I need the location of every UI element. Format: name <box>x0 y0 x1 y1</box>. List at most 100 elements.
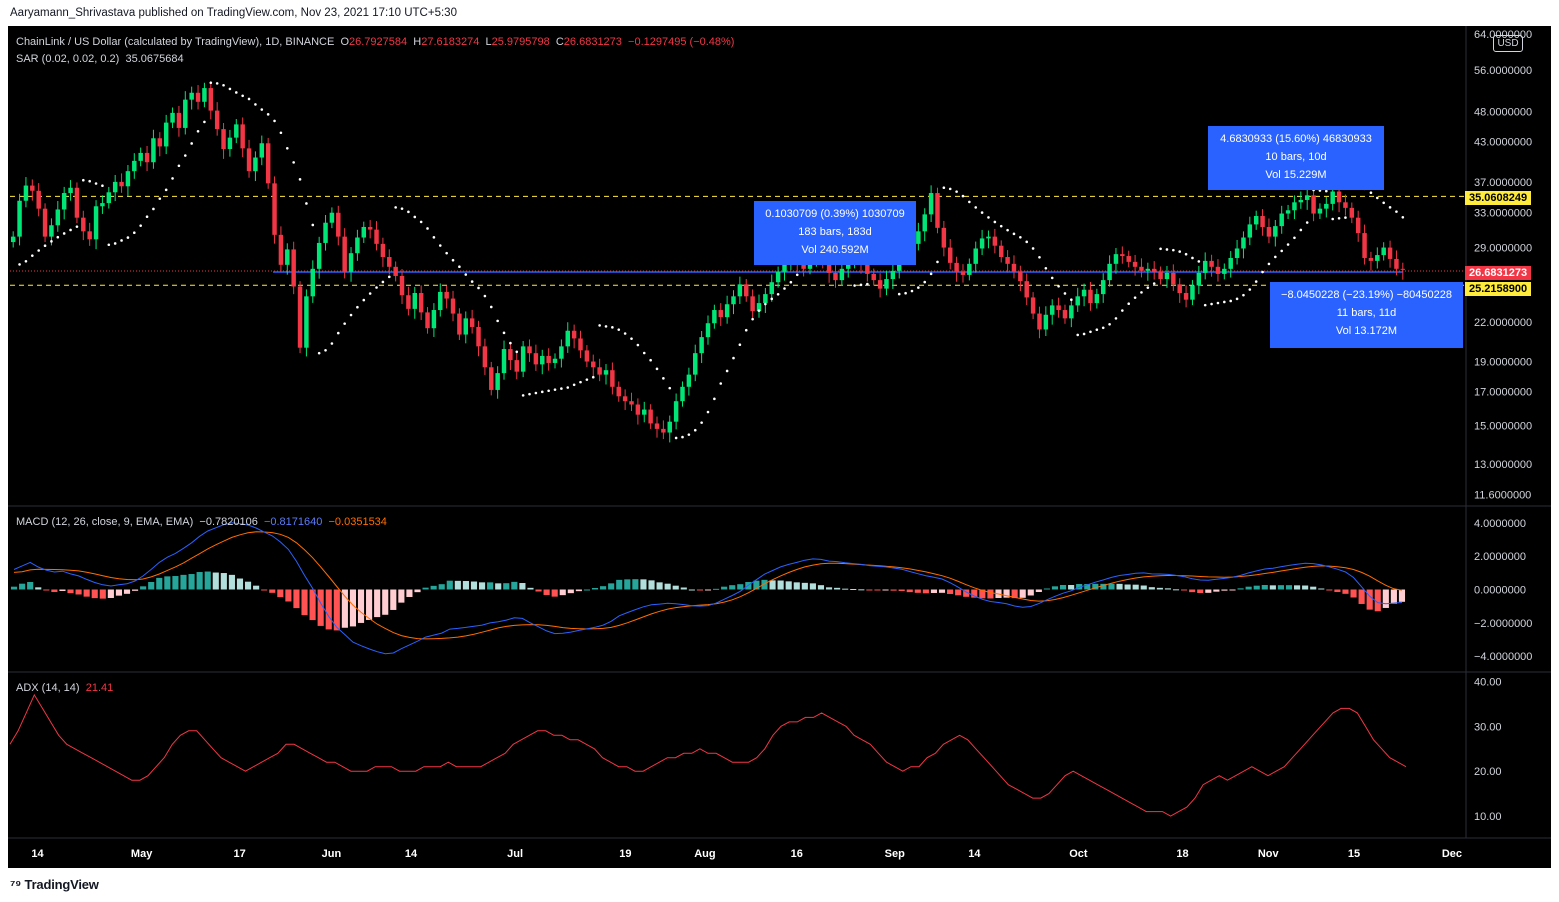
sar-dot <box>515 350 519 354</box>
time-tick-label: 15 <box>1348 848 1360 860</box>
time-tick-label: Nov <box>1258 848 1280 860</box>
macd-histogram-bar <box>1092 583 1099 590</box>
measure-3-volume: Vol 13.172M <box>1335 325 1398 337</box>
open-value: 26.7927584 <box>349 36 408 48</box>
candle-up <box>323 222 328 243</box>
sar-dot <box>324 348 327 352</box>
measure-3-change: −8.0450228 (−23.19%) −80450228 <box>1281 289 1452 301</box>
sar-dot <box>630 337 633 340</box>
candle-down <box>998 245 1004 258</box>
candle-up <box>1145 268 1151 271</box>
macd-histogram-bar <box>591 588 599 590</box>
sar-dot <box>1344 216 1347 219</box>
sar-dot <box>75 225 79 228</box>
macd-label: MACD (12, 26, close, 9, EMA, EMA) <box>16 516 194 528</box>
sar-dot <box>330 342 334 345</box>
candle-up <box>310 268 316 297</box>
sar-dot <box>1101 326 1105 330</box>
candle-down <box>36 190 41 209</box>
candle-up <box>501 349 507 374</box>
sar-dot <box>1070 298 1073 302</box>
candle-up <box>667 421 672 433</box>
sar-dot <box>509 341 512 345</box>
sar-dot <box>120 239 123 242</box>
candle-down <box>635 404 641 415</box>
candle-down <box>482 346 488 368</box>
sar-dot <box>993 220 997 224</box>
macd-histogram-bar <box>519 583 526 590</box>
macd-histogram-bar <box>366 589 373 620</box>
candle-down <box>1260 216 1265 227</box>
candle-down <box>1030 297 1036 314</box>
sar-dot <box>1044 267 1048 270</box>
macd-histogram-bar <box>220 573 227 590</box>
sar-dot <box>917 286 920 289</box>
tradingview-logo[interactable]: ⁷⁹ TradingView <box>10 877 99 892</box>
low-label: L <box>485 36 492 48</box>
macd-histogram-bar <box>390 589 397 610</box>
macd-histogram-bar <box>212 572 219 590</box>
sar-dot <box>387 275 391 279</box>
sar-dot <box>1127 302 1131 306</box>
currency-badge[interactable]: USD <box>1493 35 1523 52</box>
candle-down <box>1120 254 1125 257</box>
macd-histogram-bar <box>1342 589 1349 594</box>
sar-dot <box>534 391 538 395</box>
macd-histogram-bar <box>769 580 776 590</box>
candle-up <box>565 330 570 347</box>
sar-dot <box>62 232 66 235</box>
macd-histogram-bar <box>842 588 849 590</box>
macd-histogram-bar <box>438 584 445 590</box>
sar-dot <box>381 280 385 284</box>
candle-down <box>1362 233 1367 258</box>
symbol-title: ChainLink / US Dollar (calculated by Tra… <box>16 36 335 48</box>
sar-dot <box>1095 328 1099 332</box>
candle-up <box>183 99 188 128</box>
sar-dot <box>1019 235 1022 239</box>
sar-dot <box>547 389 550 393</box>
sar-dot <box>521 394 525 397</box>
sar-dot <box>751 317 754 321</box>
candle-down <box>826 261 832 273</box>
sar-dot <box>190 142 193 145</box>
candle-down <box>941 227 947 248</box>
measure-box-2[interactable]: 4.6830933 (15.60%) 46830933 10 bars, 10d… <box>1208 126 1384 190</box>
candle-down <box>387 257 392 267</box>
candle-up <box>1049 305 1055 315</box>
macd-histogram-bar <box>616 579 623 590</box>
candle-down <box>425 312 430 329</box>
candle-down <box>208 88 214 111</box>
macd-histogram-bar <box>1310 586 1317 590</box>
candle-up <box>916 231 921 244</box>
candle-up <box>23 185 29 201</box>
sar-dot <box>604 325 608 328</box>
candle-down <box>195 92 201 102</box>
macd-histogram-bar <box>955 589 962 596</box>
adx-tick-label: 10.00 <box>1474 811 1502 823</box>
sar-dot <box>923 280 927 284</box>
sar-dot <box>317 351 321 355</box>
chart-area[interactable]: 64.0000000 56.0000000 48.0000000 43.0000000… <box>8 26 1551 868</box>
candle-up <box>100 203 105 207</box>
adx-tick-label: 20.00 <box>1474 766 1502 778</box>
measure-box-1[interactable]: 0.1030709 (0.39%) 1030709 183 bars, 183d… <box>754 201 916 265</box>
sar-dot <box>496 319 499 323</box>
macd-tick-label: −2.0000000 <box>1474 618 1532 630</box>
macd-histogram-bar <box>559 589 566 596</box>
sar-dot <box>1254 280 1258 283</box>
candle-up <box>329 212 335 223</box>
sar-dot <box>1082 332 1086 336</box>
candle-up <box>202 88 207 102</box>
candle-up <box>756 303 762 312</box>
macd-histogram-bar <box>1076 584 1083 590</box>
price-tag-last: 26.6831273 <box>1465 266 1532 280</box>
measure-box-3[interactable]: −8.0450228 (−23.19%) −80450228 11 bars, … <box>1270 282 1463 348</box>
candle-down <box>1177 284 1182 294</box>
candle-up <box>1381 247 1386 256</box>
candle-up <box>93 206 99 240</box>
sar-dot <box>209 81 213 85</box>
sar-dot <box>451 258 455 262</box>
sar-dot <box>579 380 582 384</box>
sar-dot <box>152 207 155 211</box>
sar-dot <box>502 331 506 335</box>
